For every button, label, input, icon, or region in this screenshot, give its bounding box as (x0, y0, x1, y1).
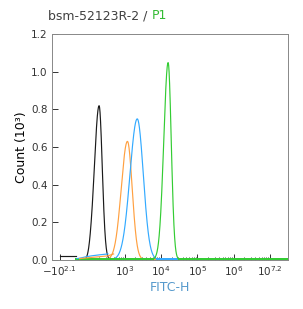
Y-axis label: Count (10³): Count (10³) (15, 111, 28, 183)
Text: bsm-52123R-2 /: bsm-52123R-2 / (48, 9, 152, 22)
Text: P1: P1 (152, 9, 167, 22)
X-axis label: FITC-H: FITC-H (150, 281, 190, 294)
